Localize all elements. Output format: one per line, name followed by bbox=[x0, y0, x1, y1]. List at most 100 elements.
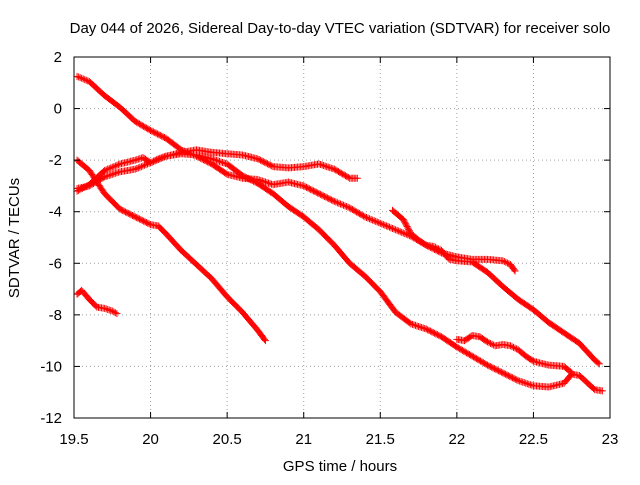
data-point bbox=[131, 156, 139, 164]
data-point bbox=[415, 236, 423, 244]
data-series bbox=[73, 72, 606, 395]
series-marker bbox=[217, 158, 225, 166]
data-point bbox=[453, 343, 461, 351]
series-marker bbox=[105, 306, 113, 314]
data-point bbox=[468, 331, 476, 339]
series-marker bbox=[317, 161, 325, 169]
series-marker bbox=[523, 380, 531, 388]
data-point bbox=[93, 303, 101, 311]
series-marker bbox=[373, 218, 381, 226]
data-point bbox=[238, 151, 246, 159]
series-marker bbox=[151, 156, 159, 164]
series-marker bbox=[372, 217, 380, 225]
series-marker bbox=[260, 178, 268, 186]
series-marker bbox=[405, 227, 413, 235]
data-point bbox=[389, 206, 397, 214]
series-marker bbox=[329, 165, 337, 173]
series-marker bbox=[525, 380, 533, 388]
series-marker bbox=[133, 165, 141, 173]
series-track-a bbox=[73, 72, 519, 275]
x-tick-label: 22.5 bbox=[519, 431, 548, 448]
series-marker bbox=[327, 164, 335, 172]
data-point bbox=[545, 383, 553, 391]
data-point bbox=[269, 190, 277, 198]
plot-frame bbox=[73, 56, 611, 419]
data-point bbox=[422, 325, 430, 333]
series-marker bbox=[340, 201, 348, 209]
x-tick-label: 21.5 bbox=[366, 431, 395, 448]
series-marker bbox=[260, 335, 268, 343]
series-marker bbox=[215, 157, 223, 165]
series-marker bbox=[219, 158, 227, 166]
data-point bbox=[315, 160, 323, 168]
data-point bbox=[529, 306, 537, 314]
series-marker bbox=[344, 173, 352, 181]
series-marker bbox=[384, 223, 392, 231]
series-marker bbox=[105, 165, 113, 173]
data-point bbox=[147, 221, 155, 229]
series-marker bbox=[421, 325, 429, 333]
series-marker bbox=[99, 174, 107, 182]
data-point bbox=[254, 155, 262, 163]
data-point bbox=[147, 126, 155, 134]
series-marker bbox=[367, 215, 375, 223]
series-marker bbox=[333, 199, 341, 207]
data-point bbox=[73, 72, 81, 80]
y-tick-label: 2 bbox=[54, 49, 62, 66]
data-point bbox=[506, 342, 514, 350]
series-marker bbox=[434, 245, 442, 253]
data-point bbox=[407, 320, 415, 328]
series-marker bbox=[485, 339, 493, 347]
data-point bbox=[85, 166, 93, 174]
data-point bbox=[483, 255, 491, 263]
series-marker bbox=[338, 201, 346, 209]
series-marker bbox=[341, 202, 349, 210]
axis-ticks bbox=[73, 56, 611, 419]
series-marker bbox=[375, 219, 383, 227]
data-point bbox=[284, 178, 292, 186]
series-marker bbox=[395, 227, 403, 235]
x-axis-label: GPS time / hours bbox=[283, 458, 397, 475]
y-tick-label: -2 bbox=[49, 152, 62, 169]
data-point bbox=[468, 258, 476, 266]
data-point bbox=[193, 146, 201, 154]
data-point bbox=[101, 173, 109, 181]
data-point bbox=[361, 213, 369, 221]
series-marker bbox=[79, 75, 87, 83]
series-marker bbox=[110, 163, 118, 171]
data-point bbox=[522, 352, 530, 360]
series-marker bbox=[363, 214, 371, 222]
y-tick-label: -12 bbox=[40, 410, 62, 427]
data-point bbox=[483, 361, 491, 369]
data-point bbox=[514, 295, 522, 303]
data-point bbox=[78, 286, 86, 294]
data-point bbox=[560, 329, 568, 337]
series-marker bbox=[415, 322, 423, 330]
data-point bbox=[269, 181, 277, 189]
series-marker bbox=[336, 200, 344, 208]
series-marker bbox=[108, 163, 116, 171]
series-marker bbox=[111, 309, 119, 317]
data-point bbox=[346, 259, 354, 267]
series-marker bbox=[107, 306, 115, 314]
series-marker bbox=[111, 162, 119, 170]
series-marker bbox=[264, 179, 272, 187]
data-point bbox=[116, 205, 124, 213]
data-point bbox=[353, 174, 361, 182]
series-marker bbox=[159, 153, 167, 161]
data-point bbox=[85, 77, 93, 85]
series-marker bbox=[134, 164, 142, 172]
data-point bbox=[430, 243, 438, 251]
y-tick-label: -6 bbox=[49, 255, 62, 272]
data-point bbox=[154, 155, 162, 163]
series-marker bbox=[402, 230, 410, 238]
series-marker bbox=[220, 159, 228, 167]
data-point bbox=[499, 341, 507, 349]
data-point bbox=[85, 181, 93, 189]
series-marker bbox=[503, 259, 511, 267]
series-marker bbox=[332, 198, 340, 206]
data-point bbox=[284, 164, 292, 172]
data-point bbox=[591, 386, 599, 394]
